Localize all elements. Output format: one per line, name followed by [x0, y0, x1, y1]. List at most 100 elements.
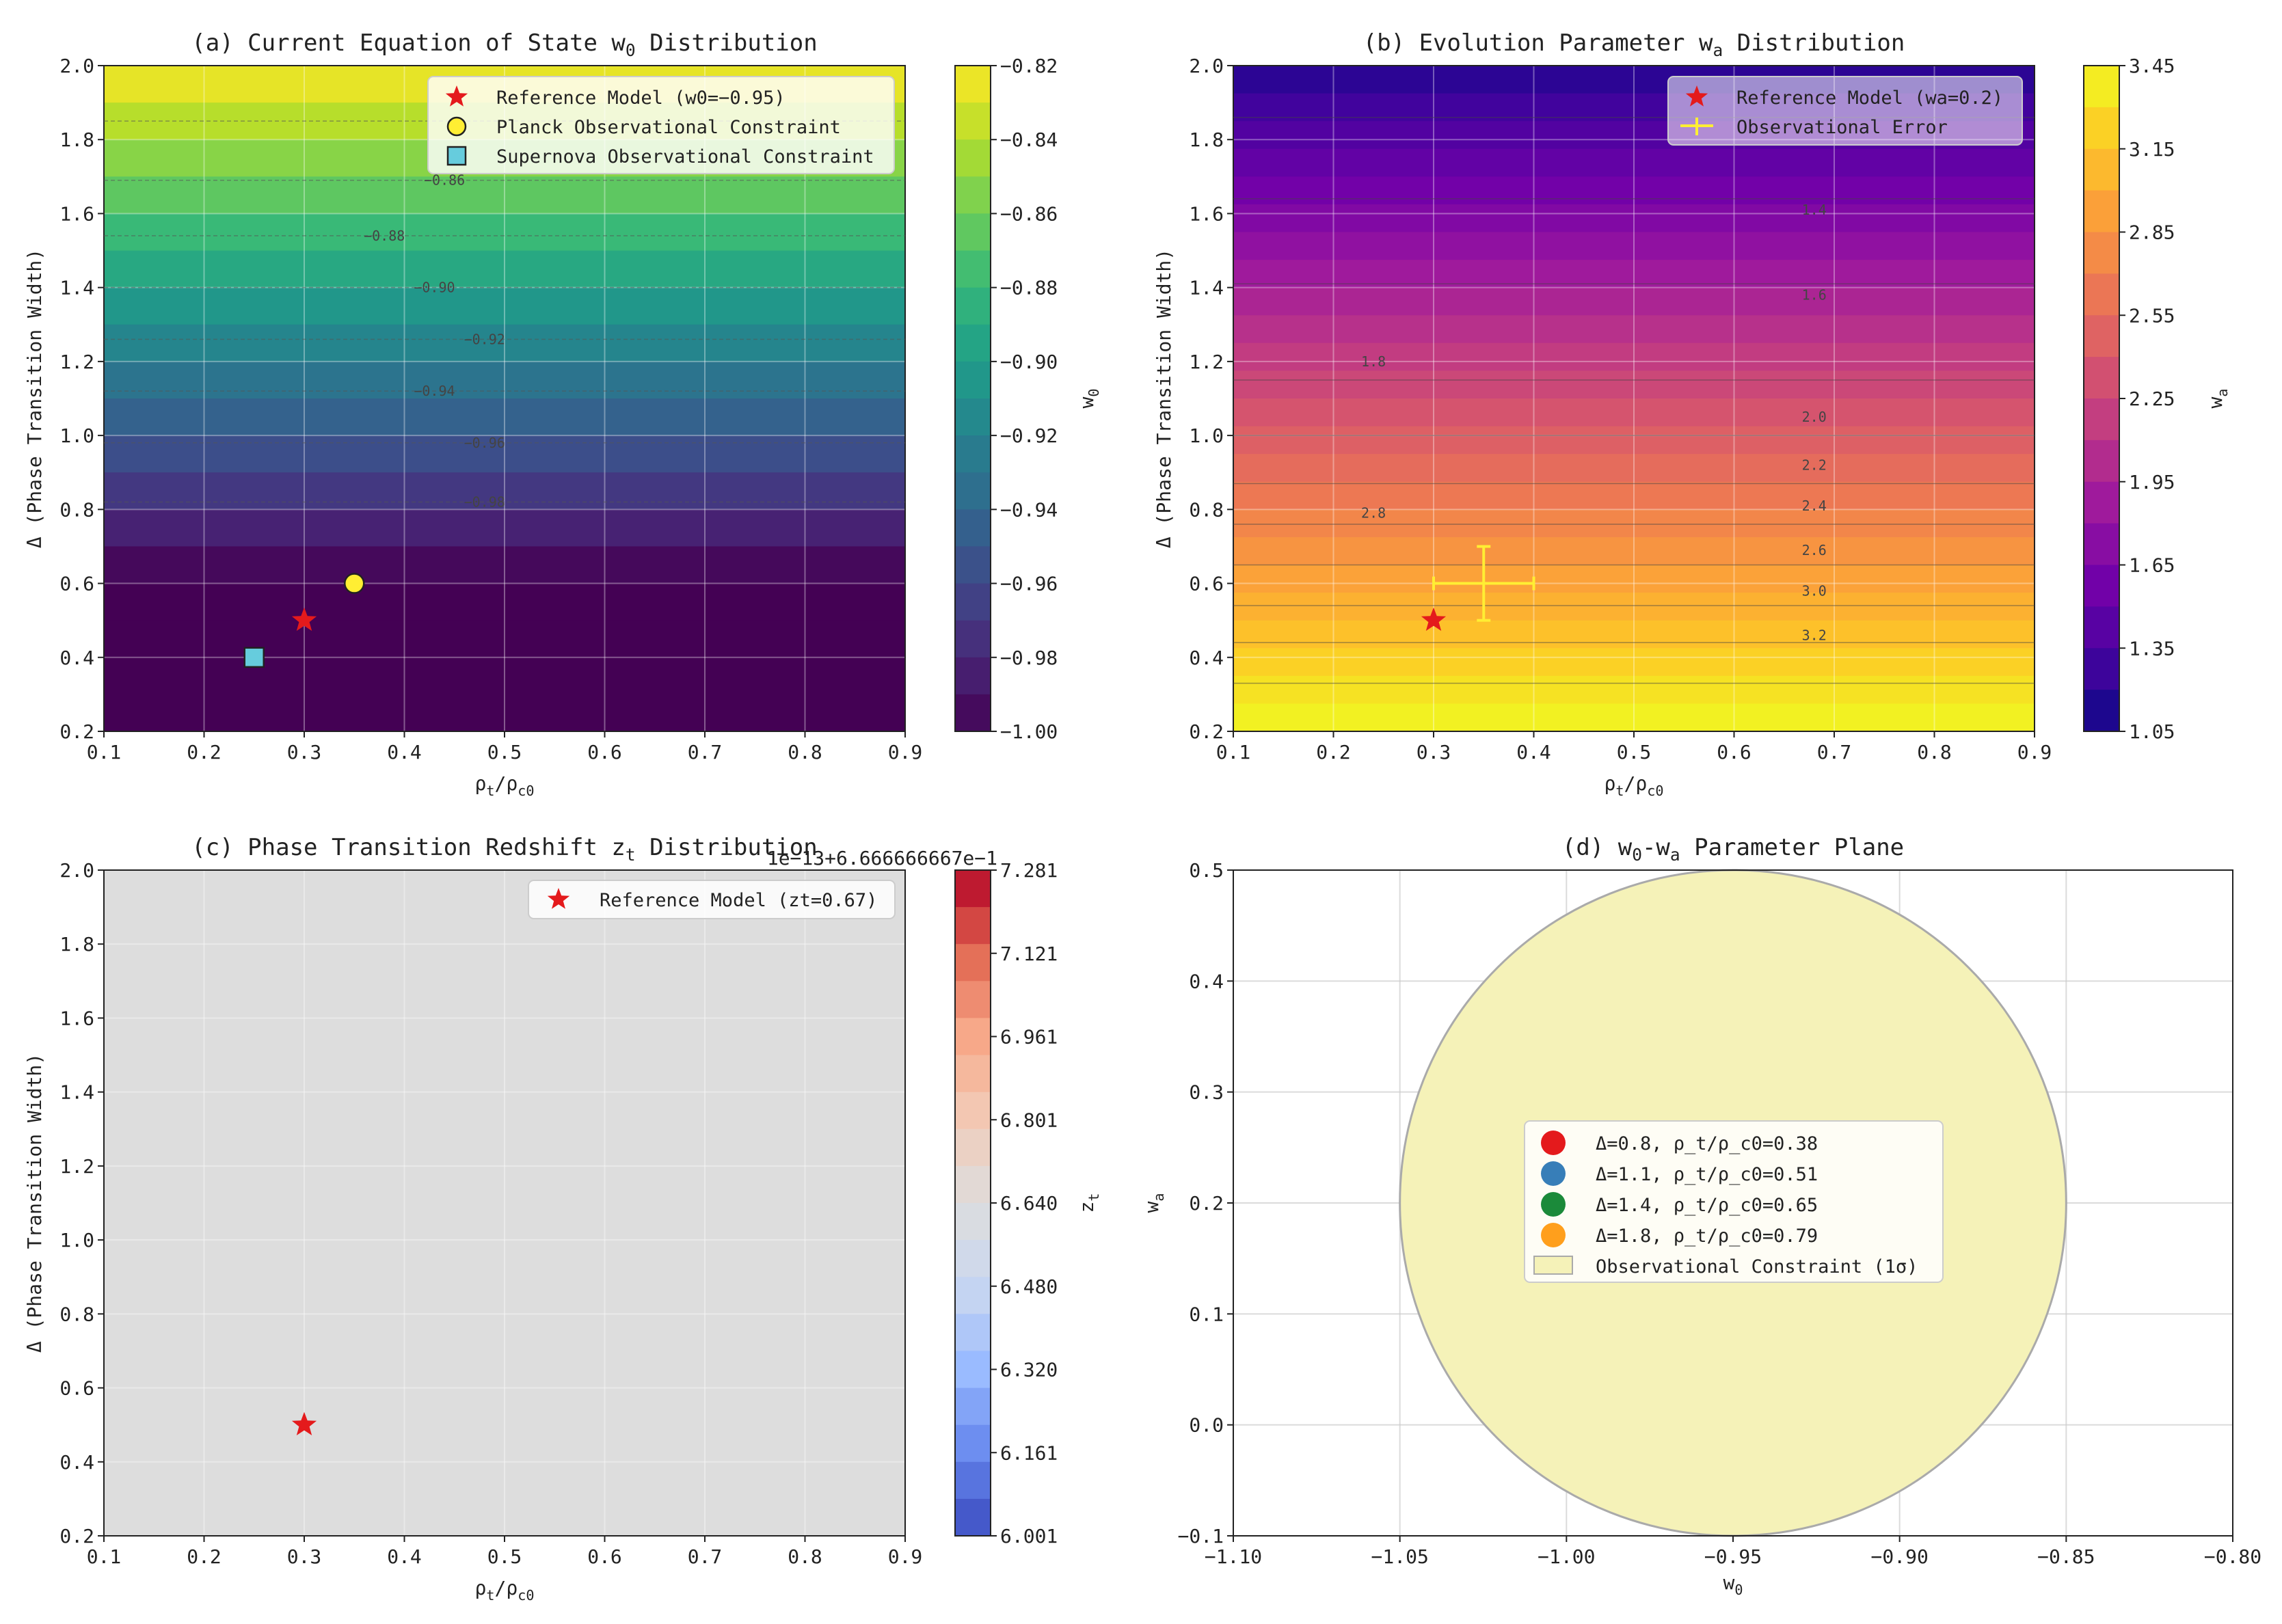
legend-a: Reference Model (w0=−0.95) Planck Observa… — [427, 76, 895, 174]
y-tick-label: 2.0 — [1189, 55, 1224, 77]
x-tick-label: 0.7 — [688, 1545, 723, 1568]
x-tick-label: 0.6 — [1717, 741, 1751, 763]
legend-entry: Observational Constraint (1σ) — [1596, 1256, 1918, 1277]
y-tick-label: 0.2 — [1189, 720, 1224, 743]
colorbar-band — [955, 213, 991, 252]
colorbar-band — [955, 398, 991, 436]
heatmap-band — [1233, 703, 2035, 732]
heatmap-band — [104, 694, 905, 732]
heatmap-band — [104, 620, 905, 658]
legend-box — [427, 76, 895, 174]
heatmap-band — [104, 213, 905, 252]
legend-entry: Δ=1.1, ρ_t/ρ_c0=0.51 — [1596, 1164, 1818, 1185]
colorbar-tick-label: −0.92 — [1000, 424, 1058, 447]
colorbar-band — [955, 1277, 991, 1314]
y-tick-label: 1.2 — [59, 351, 94, 373]
panel-a: 0.1 0.2 0.3 0.4 0.5 0.6 0.7 0.8 0.90.20.40.60.81… — [23, 29, 1102, 799]
colorbar-tick-label: 6.320 — [1000, 1359, 1058, 1381]
x-tick-label: 0.7 — [1817, 741, 1852, 763]
colorbar-band — [2084, 565, 2119, 607]
colorbar-tick-label: −0.90 — [1000, 351, 1058, 373]
x-tick-label: 0.4 — [1516, 741, 1551, 763]
colorbar-band — [955, 1388, 991, 1426]
y-tick-label: 0.4 — [1189, 647, 1224, 669]
colorbar-band — [955, 1128, 991, 1167]
panel-d: −1.10 −1.05 −1.00 −0.95 −0.90 −0.85 −0.80 −0.1 0… — [1140, 834, 2261, 1598]
x-tick-label: 0.8 — [788, 1545, 822, 1568]
heatmap-band — [104, 509, 905, 547]
heatmap-band — [104, 398, 905, 436]
y-tick-label: 1.0 — [59, 1229, 94, 1251]
colorbar-tick-label: 2.85 — [2129, 221, 2175, 244]
legend-box — [1524, 1120, 1944, 1283]
y-tick-label: 1.4 — [1189, 277, 1224, 299]
x-tick-label: 0.5 — [1617, 741, 1652, 763]
legend-entry: Planck Observational Constraint — [496, 117, 841, 138]
contour-label: −0.90 — [414, 280, 455, 296]
colorbar-tick-label: 6.161 — [1000, 1442, 1058, 1464]
heatmap-band — [1233, 648, 2035, 677]
y-tick-label: 0.8 — [59, 1303, 94, 1325]
x-axis-label-c: ρt/ρc0 — [475, 1577, 535, 1603]
legend-point-icon — [1541, 1223, 1566, 1247]
colorbar-band — [2084, 107, 2119, 150]
legend-entry: Reference Model (w0=−0.95) — [496, 87, 786, 109]
colorbar-band — [955, 1165, 991, 1204]
x-tick-label: 0.5 — [487, 741, 522, 763]
legend-entry: Δ=0.8, ρ_t/ρ_c0=0.38 — [1596, 1133, 1818, 1154]
contour-label: 1.6 — [1802, 286, 1827, 303]
colorbar-tick-label: 7.281 — [1000, 859, 1058, 882]
contour-label: −0.94 — [414, 383, 455, 399]
y-tick-label: 0.5 — [1189, 859, 1224, 882]
y-tick-label: 1.4 — [59, 1081, 94, 1104]
colorbar-band — [955, 435, 991, 473]
heatmap-band — [1233, 315, 2035, 344]
heatmap-band — [104, 870, 905, 1537]
colorbar-band — [955, 324, 991, 362]
colorbar-offset-text: 1e−13+6.666666667e−1 — [767, 847, 997, 869]
legend-entry: Reference Model (wa=0.2) — [1736, 87, 2003, 109]
x-tick-label: 0.1 — [87, 1545, 122, 1568]
colorbar-tick-label: −0.86 — [1000, 202, 1058, 225]
heatmap-band — [104, 250, 905, 288]
x-tick-label: 0.3 — [1417, 741, 1451, 763]
y-axis-label-c: Δ (Phase Transition Width) — [23, 1053, 46, 1353]
x-tick-label: 0.2 — [187, 1545, 222, 1568]
heatmap-band — [1233, 620, 2035, 649]
contour-label: 2.0 — [1802, 409, 1827, 425]
legend-b: Reference Model (wa=0.2) Observational Er… — [1667, 76, 2023, 146]
colorbar-tick-label: −0.84 — [1000, 128, 1058, 151]
x-tick-label: 0.4 — [387, 1545, 422, 1568]
x-tick-label: −1.00 — [1538, 1545, 1595, 1568]
heatmap-band — [1233, 342, 2035, 371]
colorbar-band — [955, 361, 991, 399]
colorbar-band — [955, 1424, 991, 1463]
colorbar-tick-label: 6.801 — [1000, 1109, 1058, 1131]
x-tick-label: 0.9 — [888, 741, 923, 763]
legend-box — [1667, 76, 2023, 146]
colorbar-band — [955, 1461, 991, 1500]
colorbar-band — [2084, 148, 2119, 191]
colorbar-band — [2084, 648, 2119, 690]
x-tick-label: 0.6 — [587, 1545, 622, 1568]
y-axis-label-a: Δ (Phase Transition Width) — [23, 249, 46, 548]
heatmap-band — [104, 324, 905, 362]
y-tick-label: 1.0 — [1189, 424, 1224, 447]
x-tick-label: −1.05 — [1371, 1545, 1429, 1568]
chart-title-b: (b) Evolution Parameter wa Distribution — [1363, 29, 1905, 60]
y-tick-label: −0.1 — [1178, 1525, 1224, 1547]
colorbar-tick-label: 1.95 — [2129, 471, 2175, 493]
colorbar-tick-label: −0.98 — [1000, 647, 1058, 669]
y-tick-label: 0.2 — [59, 720, 94, 743]
legend-entry: Supernova Observational Constraint — [496, 146, 874, 167]
x-tick-label: 0.5 — [487, 1545, 522, 1568]
heatmap-band — [104, 583, 905, 621]
planck-constraint-point — [344, 573, 365, 594]
heatmap-band — [104, 176, 905, 214]
y-axis-label-d: wa — [1140, 1193, 1167, 1213]
observational-error-bar — [1432, 545, 1535, 622]
heatmap-band — [1233, 675, 2035, 704]
reference-model-star — [291, 1411, 317, 1435]
heatmap-band — [1233, 565, 2035, 593]
